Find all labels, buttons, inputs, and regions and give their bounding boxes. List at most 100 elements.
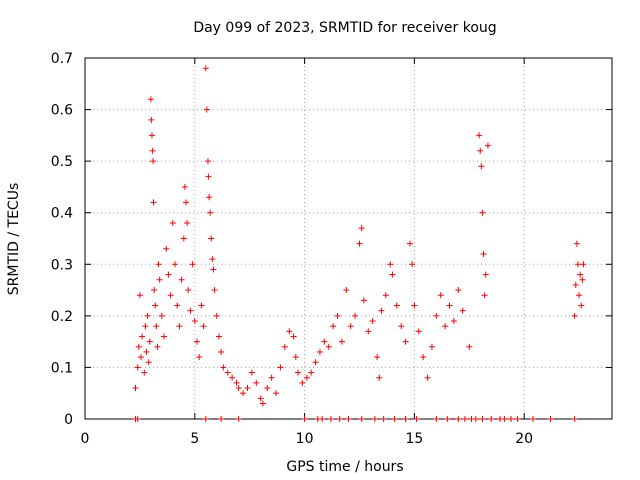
data-point	[574, 261, 581, 268]
data-point	[172, 261, 179, 268]
data-point	[316, 348, 323, 355]
data-point	[183, 199, 190, 206]
data-point	[174, 302, 181, 309]
data-point	[137, 354, 144, 361]
data-point	[176, 323, 183, 330]
data-point	[134, 364, 141, 371]
data-point	[411, 302, 418, 309]
data-point	[208, 235, 215, 242]
data-point	[144, 312, 151, 319]
data-point	[181, 183, 188, 190]
data-point	[321, 338, 328, 345]
data-point	[281, 343, 288, 350]
y-tick-label: 0.6	[51, 103, 73, 119]
data-point	[240, 390, 247, 397]
data-point	[206, 194, 213, 201]
data-point	[135, 343, 142, 350]
data-point	[442, 323, 449, 330]
plot-frame	[84, 57, 613, 420]
data-point	[327, 416, 334, 422]
data-point	[572, 281, 579, 288]
data-point	[290, 333, 297, 340]
data-point	[484, 142, 491, 149]
data-point	[466, 343, 473, 350]
data-point	[365, 328, 372, 335]
data-point	[149, 147, 156, 154]
data-point	[336, 416, 343, 422]
data-point	[433, 312, 440, 319]
data-point	[136, 292, 143, 299]
x-tick-label: 5	[190, 431, 199, 447]
data-point	[382, 292, 389, 299]
data-point	[253, 379, 260, 386]
data-point	[450, 318, 457, 325]
data-point	[268, 374, 275, 381]
data-point	[571, 312, 578, 319]
data-point	[273, 390, 280, 397]
data-point	[150, 158, 157, 165]
data-point	[389, 271, 396, 278]
data-point	[218, 348, 225, 355]
data-point	[292, 354, 299, 361]
data-point	[514, 416, 521, 422]
y-tick-label: 0	[64, 412, 73, 428]
data-point	[413, 416, 420, 422]
data-point	[220, 364, 227, 371]
data-point	[301, 416, 308, 422]
data-point	[455, 416, 462, 422]
data-point	[145, 359, 152, 366]
y-tick-label: 0.5	[51, 154, 73, 170]
data-point	[358, 225, 365, 232]
data-point	[308, 369, 315, 376]
data-point	[209, 256, 216, 263]
data-point	[169, 220, 176, 227]
data-point	[257, 395, 264, 402]
data-point	[165, 271, 172, 278]
data-point	[200, 323, 207, 330]
data-point	[444, 416, 451, 422]
data-point	[409, 261, 416, 268]
data-point	[338, 338, 345, 345]
data-point	[235, 416, 242, 422]
data-point	[356, 240, 363, 247]
data-point	[374, 354, 381, 361]
data-point	[187, 307, 194, 314]
data-point	[191, 318, 198, 325]
data-point	[161, 333, 168, 340]
data-point	[224, 369, 231, 376]
data-point	[479, 209, 486, 216]
data-point	[529, 416, 536, 422]
data-point	[428, 343, 435, 350]
data-point	[312, 359, 319, 366]
data-point	[233, 379, 240, 386]
data-point	[146, 338, 153, 345]
data-point	[476, 132, 483, 139]
data-point	[203, 106, 210, 113]
data-point	[299, 379, 306, 386]
data-point	[303, 374, 310, 381]
x-axis-label: GPS time / hours	[286, 459, 403, 475]
data-point	[480, 250, 487, 257]
y-tick-label: 0.3	[51, 257, 73, 273]
data-point	[387, 261, 394, 268]
data-point	[437, 292, 444, 299]
data-point	[148, 116, 155, 123]
data-point	[143, 348, 150, 355]
data-point	[153, 323, 160, 330]
data-point	[158, 312, 165, 319]
data-point	[477, 147, 484, 154]
data-point	[244, 385, 251, 392]
data-point	[185, 287, 192, 294]
data-point	[202, 416, 209, 422]
y-tick-label: 0.4	[51, 206, 73, 222]
data-point	[378, 307, 385, 314]
data-point	[163, 245, 170, 252]
data-point	[259, 400, 266, 407]
data-point	[380, 416, 387, 422]
x-tick-label: 15	[405, 431, 423, 447]
data-point	[507, 416, 514, 422]
data-point	[213, 312, 220, 319]
y-tick-label: 0.7	[51, 51, 73, 67]
data-point	[205, 173, 212, 180]
data-point	[576, 292, 583, 299]
